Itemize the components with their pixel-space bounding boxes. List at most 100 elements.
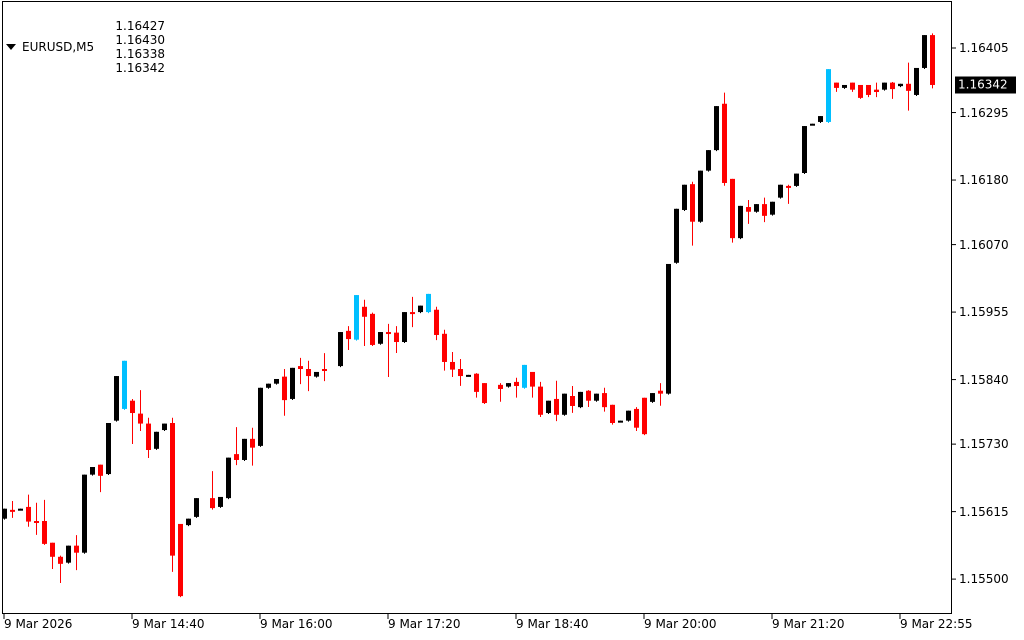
candle-bearish <box>250 438 255 448</box>
candle-bearish <box>442 333 447 362</box>
candle-bearish <box>130 400 135 414</box>
candle-bullish <box>162 423 167 431</box>
candle-bearish <box>554 398 559 415</box>
candle-bearish <box>282 376 287 401</box>
candle-bullish <box>626 410 631 421</box>
candle-bearish <box>642 397 647 435</box>
symbol-timeframe: EURUSD,M5 <box>22 40 95 54</box>
candle-bearish <box>570 396 575 406</box>
candle-bearish <box>874 89 879 93</box>
candle-bearish <box>850 82 855 90</box>
candle-bullish <box>82 474 87 553</box>
candle-bearish <box>586 390 591 401</box>
candle-bearish <box>26 506 31 522</box>
candle-bearish <box>210 498 215 509</box>
candle-bullish <box>914 67 919 95</box>
candle-bearish <box>746 207 751 212</box>
candle-bearish <box>138 413 143 424</box>
candle-bearish <box>722 103 727 183</box>
candle-bearish <box>146 423 151 450</box>
time-tick-label: 9 Mar 14:40 <box>132 617 205 631</box>
candle-bullish <box>186 518 191 526</box>
time-tick-label: 9 Mar 17:20 <box>388 617 461 631</box>
candle-bullish <box>378 332 383 344</box>
current-price-label: 1.16342 <box>955 76 1016 94</box>
candle-bearish <box>658 390 663 394</box>
candle-bullish <box>818 116 823 122</box>
candle-bullish <box>290 367 295 399</box>
candle-bullish <box>618 420 623 423</box>
candle-bearish <box>730 178 735 239</box>
candle-highlight <box>354 295 359 340</box>
candle-bearish <box>74 545 79 553</box>
ohlc-values: 1.16427 1.16430 1.16338 1.16342 <box>100 5 169 89</box>
candle-bullish <box>218 496 223 507</box>
candle-bearish <box>458 369 463 377</box>
candle-bullish <box>546 400 551 414</box>
price-tick-label: 1.15730 <box>959 437 1009 452</box>
candle-highlight <box>426 293 431 313</box>
candle-bearish <box>50 542 55 557</box>
candle-bearish <box>498 384 503 389</box>
dropdown-triangle-icon[interactable] <box>6 44 16 50</box>
candle-bearish <box>370 313 375 345</box>
candle-bullish <box>2 508 7 519</box>
candle-bullish <box>706 150 711 171</box>
price-tick-label: 1.15955 <box>959 305 1009 320</box>
candle-bullish <box>18 508 23 511</box>
candle-bullish <box>258 387 263 446</box>
candle-bullish <box>314 371 319 377</box>
candle-highlight <box>522 364 527 388</box>
candle-bullish <box>778 184 783 198</box>
candle-bullish <box>562 393 567 415</box>
candle-bullish <box>842 84 847 88</box>
candle-bearish <box>538 386 543 415</box>
candle-bullish <box>194 498 199 517</box>
candle-bearish <box>906 83 911 91</box>
candle-bearish <box>98 464 103 476</box>
price-tick-label: 1.16070 <box>959 237 1009 252</box>
candle-highlight <box>826 69 831 122</box>
candle-bearish <box>10 509 15 512</box>
price-tick-label: 1.15615 <box>959 504 1009 519</box>
candle-bullish <box>650 393 655 402</box>
candle-bearish <box>450 361 455 370</box>
candle-bearish <box>34 521 39 524</box>
time-tick-label: 9 Mar 16:00 <box>260 617 333 631</box>
candle-bullish <box>578 391 583 408</box>
candle-bearish <box>530 371 535 387</box>
time-tick-label: 9 Mar 18:40 <box>516 617 589 631</box>
candle-bullish <box>114 376 119 421</box>
candle-bearish <box>394 332 399 343</box>
candle-bullish <box>418 305 423 313</box>
price-tick-label: 1.16295 <box>959 105 1009 120</box>
candle-bullish <box>338 332 343 367</box>
candle-bearish <box>834 82 839 88</box>
candle-bullish <box>666 263 671 394</box>
chart-area[interactable] <box>2 1 952 614</box>
candle-bearish <box>762 204 767 216</box>
candle-bullish <box>882 82 887 90</box>
candle-bearish <box>858 84 863 98</box>
time-tick-label: 9 Mar 20:00 <box>644 617 717 631</box>
time-tick-label: 9 Mar 21:20 <box>772 617 845 631</box>
candle-bullish <box>898 83 903 87</box>
candle-bullish <box>466 374 471 377</box>
candle-bullish <box>66 545 71 563</box>
candle-bearish <box>434 309 439 335</box>
candle-bullish <box>266 383 271 388</box>
candle-bearish <box>362 306 367 317</box>
candle-bullish <box>682 184 687 210</box>
candle-bearish <box>410 312 415 315</box>
chart-header: EURUSD,M5 1.16427 1.16430 1.16338 1.1634… <box>6 5 169 89</box>
candle-bullish <box>714 106 719 151</box>
candle-bearish <box>514 381 519 387</box>
candle-bearish <box>474 373 479 392</box>
candle-bearish <box>322 369 327 372</box>
candle-bearish <box>306 369 311 377</box>
candle-bullish <box>242 438 247 460</box>
candle-bearish <box>42 521 47 544</box>
candle-highlight <box>122 360 127 409</box>
candle-bearish <box>930 35 935 85</box>
